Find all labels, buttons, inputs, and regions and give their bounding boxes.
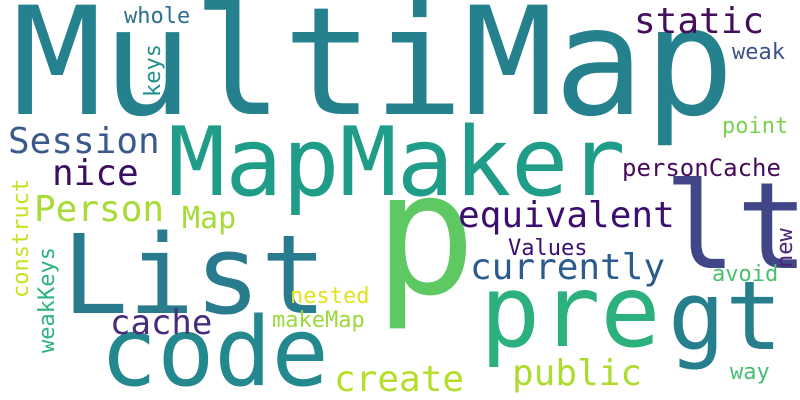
word-avoid: avoid — [712, 262, 779, 287]
word-nested: nested — [290, 284, 370, 309]
word-code: code — [100, 298, 329, 400]
word-construct: construct — [9, 178, 34, 298]
word-new: new — [773, 228, 798, 268]
word-makemap: makeMap — [272, 308, 365, 333]
word-keys: keys — [141, 44, 166, 97]
word-mapmaker: MapMaker — [168, 108, 626, 218]
word-create: create — [334, 359, 465, 400]
word-p: p — [374, 136, 477, 334]
word-list: List — [62, 211, 327, 339]
word-static: static — [634, 1, 765, 42]
word-values: Values — [508, 236, 588, 261]
word-equivalent: equivalent — [458, 195, 675, 236]
word-person: Person — [34, 189, 165, 230]
word-session: Session — [8, 121, 160, 162]
word-gt: gt — [668, 262, 783, 372]
word-pre: pre — [480, 253, 661, 370]
word-public: public — [512, 353, 643, 394]
word-whole: whole — [124, 4, 191, 29]
word-nice: nice — [52, 153, 139, 194]
word-currently: currently — [470, 247, 666, 288]
word-multimap: MultiMap — [12, 0, 735, 150]
word-lt: lt — [664, 158, 800, 297]
word-point: point — [722, 114, 789, 139]
word-map: Map — [182, 201, 237, 236]
word-personcache: personCache — [622, 154, 781, 182]
word-way: way — [730, 360, 770, 385]
word-weakkeys: weakKeys — [35, 247, 60, 353]
word-cache: cache — [110, 303, 213, 343]
word-weak: weak — [732, 40, 785, 65]
